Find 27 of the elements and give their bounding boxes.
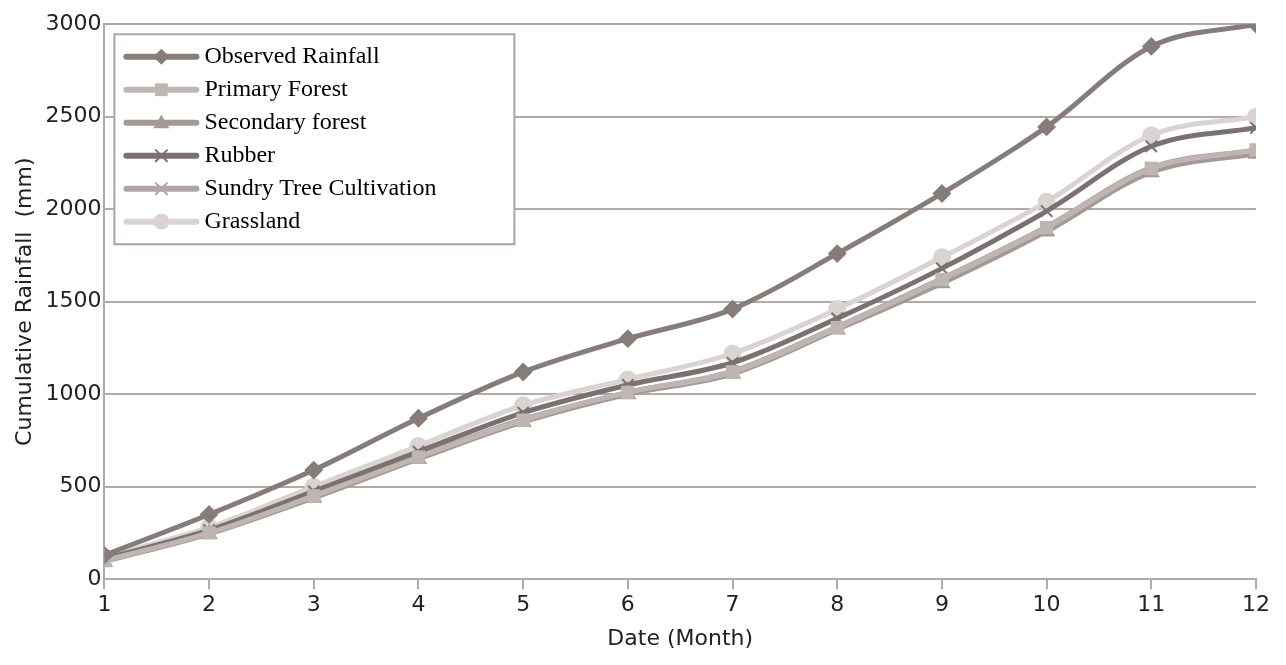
x-tick-label: 6: [620, 591, 635, 617]
y-tick-label: 1500: [45, 287, 102, 313]
legend-label: Primary Forest: [204, 75, 349, 101]
y-tick-label: 2500: [45, 102, 102, 128]
x-tick-label: 10: [1032, 591, 1061, 617]
y-tick-label: 1000: [45, 379, 102, 405]
y-tick-label: 0: [87, 564, 102, 590]
legend-label: Secondary forest: [204, 108, 367, 134]
legend-label: Rubber: [204, 141, 276, 167]
x-tick-label: 11: [1137, 591, 1166, 617]
legend-label: Sundry Tree Cultivation: [204, 174, 437, 200]
legend-label: Observed Rainfall: [204, 42, 380, 68]
x-tick-label: 5: [516, 591, 531, 617]
y-tick-label: 2000: [45, 194, 102, 220]
x-tick-label: 9: [934, 591, 949, 617]
x-tick-label: 3: [306, 591, 321, 617]
y-axis-title: Cumulative Rainfall (mm): [10, 157, 36, 446]
x-tick-label: 1: [97, 591, 112, 617]
x-tick-label: 12: [1242, 591, 1270, 617]
x-tick-label: 7: [725, 591, 740, 617]
y-tick-label: 3000: [45, 9, 102, 35]
x-tick-label: 8: [830, 591, 845, 617]
legend-label: Grassland: [204, 207, 301, 233]
x-axis-title: Date (Month): [607, 624, 754, 650]
x-tick-label: 2: [202, 591, 217, 617]
x-tick-label: 4: [411, 591, 426, 617]
y-tick-label: 500: [59, 472, 102, 498]
